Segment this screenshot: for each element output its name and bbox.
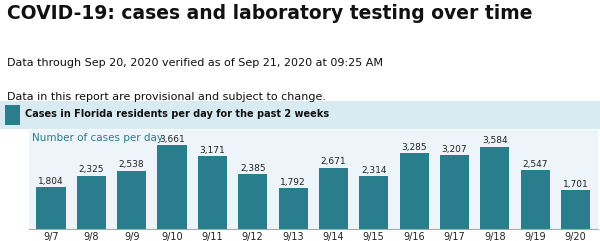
Text: 2,538: 2,538 <box>119 160 145 169</box>
Bar <box>319 167 348 229</box>
Bar <box>157 145 187 229</box>
Text: 2,671: 2,671 <box>320 157 346 166</box>
Y-axis label: Number of cases per day: Number of cases per day <box>0 240 1 241</box>
Text: 3,584: 3,584 <box>482 136 508 145</box>
Text: 1,701: 1,701 <box>563 180 588 189</box>
Bar <box>359 176 388 229</box>
Bar <box>77 175 106 229</box>
Text: Cases in Florida residents per day for the past 2 weeks: Cases in Florida residents per day for t… <box>25 109 329 119</box>
Bar <box>117 171 146 229</box>
Text: Data in this report are provisional and subject to change.: Data in this report are provisional and … <box>7 92 326 101</box>
Text: 1,792: 1,792 <box>280 178 306 187</box>
Text: 3,207: 3,207 <box>442 145 467 154</box>
Text: Data through Sep 20, 2020 verified as of Sep 21, 2020 at 09:25 AM: Data through Sep 20, 2020 verified as of… <box>7 58 383 68</box>
Bar <box>238 174 267 229</box>
Text: 2,314: 2,314 <box>361 166 386 174</box>
Bar <box>561 190 590 229</box>
Text: COVID-19: cases and laboratory testing over time: COVID-19: cases and laboratory testing o… <box>7 4 533 23</box>
Text: 1,804: 1,804 <box>38 177 64 186</box>
Bar <box>480 147 509 229</box>
Text: 2,547: 2,547 <box>523 160 548 169</box>
Text: 3,285: 3,285 <box>401 143 427 152</box>
Text: 3,171: 3,171 <box>199 146 225 155</box>
Bar <box>278 188 308 229</box>
Text: 2,325: 2,325 <box>79 165 104 174</box>
Bar <box>37 187 65 229</box>
Text: 3,661: 3,661 <box>159 134 185 144</box>
Bar <box>440 155 469 229</box>
Text: 2,385: 2,385 <box>240 164 266 173</box>
Text: Number of cases per day: Number of cases per day <box>32 133 163 143</box>
Bar <box>400 154 428 229</box>
Bar <box>521 170 550 229</box>
Bar <box>198 156 227 229</box>
